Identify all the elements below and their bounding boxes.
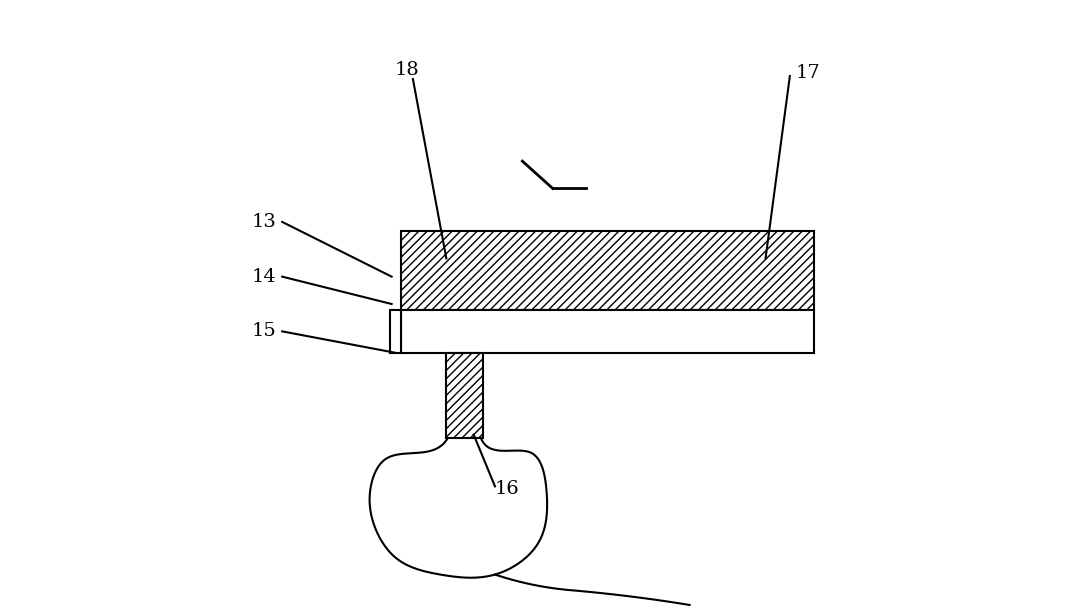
Text: 16: 16 (495, 480, 520, 499)
Text: 18: 18 (394, 61, 419, 79)
Text: 17: 17 (795, 64, 821, 82)
Bar (401, 231, 815, 310)
Bar (401, 310, 815, 353)
Bar (447, 353, 483, 438)
Text: 14: 14 (251, 268, 276, 286)
Text: 15: 15 (251, 322, 276, 340)
Bar (390, 310, 401, 353)
Text: 13: 13 (251, 213, 277, 231)
